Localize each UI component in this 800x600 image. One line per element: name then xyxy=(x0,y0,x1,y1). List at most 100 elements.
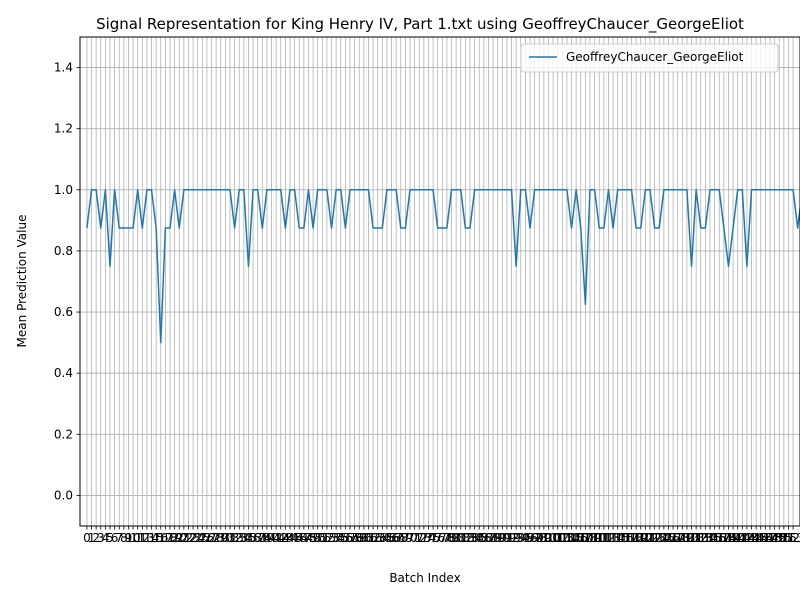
x-tick-label: 81 xyxy=(453,531,468,545)
x-tick-label: 8 xyxy=(120,531,128,545)
data-point xyxy=(354,189,356,191)
x-tick-label: 148 xyxy=(759,531,782,545)
x-tick-label: 43 xyxy=(278,531,293,545)
x-tick-label: 46 xyxy=(292,531,307,545)
x-tick-label: 96 xyxy=(522,531,537,545)
data-point xyxy=(737,189,739,191)
data-point xyxy=(382,227,384,229)
data-point xyxy=(603,227,605,229)
x-tick-label: 76 xyxy=(430,531,445,545)
x-tick-label: 85 xyxy=(472,531,487,545)
x-tick-label: 6 xyxy=(111,531,119,545)
x-tick-label: 109 xyxy=(579,531,602,545)
data-point xyxy=(368,189,370,191)
data-point xyxy=(788,189,790,191)
x-tick-label: 110 xyxy=(583,531,606,545)
data-point xyxy=(146,189,148,191)
x-tick-label: 54 xyxy=(329,531,344,545)
x-tick-label: 71 xyxy=(407,531,422,545)
x-tick-label: 121 xyxy=(634,531,657,545)
x-tick-label: 91 xyxy=(499,531,514,545)
x-tick-label: 58 xyxy=(347,531,362,545)
x-tick-label: 145 xyxy=(745,531,768,545)
data-point xyxy=(248,265,250,267)
x-tick-label: 144 xyxy=(740,531,763,545)
x-tick-label: 93 xyxy=(509,531,524,545)
data-point xyxy=(525,189,527,191)
x-tick-label: 127 xyxy=(662,531,685,545)
data-point xyxy=(215,189,217,191)
x-gridlines xyxy=(86,37,794,526)
data-point xyxy=(442,227,444,229)
data-point xyxy=(128,227,130,229)
x-tick-label: 11 xyxy=(130,531,145,545)
x-tick-label: 50 xyxy=(310,531,325,545)
data-point xyxy=(774,189,776,191)
x-tick-label: 34 xyxy=(236,531,251,545)
data-point xyxy=(691,265,693,267)
x-tick-label: 119 xyxy=(625,531,648,545)
data-point xyxy=(303,227,305,229)
data-point xyxy=(105,189,107,191)
data-point xyxy=(178,227,180,229)
x-tick-label: 20 xyxy=(172,531,187,545)
data-point xyxy=(668,189,670,191)
data-point xyxy=(640,227,642,229)
data-point xyxy=(317,189,319,191)
y-axis: 0.0 0.2 0.4 0.6 0.8 1.0 1.2 1.4 xyxy=(54,61,80,502)
x-tick-label: 118 xyxy=(620,531,643,545)
x-tick-label: 67 xyxy=(389,531,404,545)
data-point xyxy=(174,189,176,191)
data-point xyxy=(238,189,240,191)
data-point xyxy=(622,189,624,191)
data-point xyxy=(589,189,591,191)
x-tick-label: 130 xyxy=(675,531,698,545)
x-tick-label: 55 xyxy=(333,531,348,545)
data-point xyxy=(165,227,167,229)
data-point xyxy=(765,189,767,191)
x-tick-label: 137 xyxy=(708,531,731,545)
data-point xyxy=(585,304,587,306)
x-tick-label: 146 xyxy=(749,531,772,545)
data-point xyxy=(308,189,310,191)
x-tick-label: 28 xyxy=(209,531,224,545)
data-point xyxy=(769,189,771,191)
data-point xyxy=(520,189,522,191)
x-tick-label: 149 xyxy=(763,531,786,545)
data-point xyxy=(483,189,485,191)
data-point xyxy=(760,189,762,191)
data-point xyxy=(797,227,799,229)
x-tick-label: 102 xyxy=(546,531,569,545)
data-point xyxy=(792,189,794,191)
data-point xyxy=(718,189,720,191)
data-point xyxy=(252,189,254,191)
x-tick-label: 2 xyxy=(92,531,100,545)
x-tick-label: 120 xyxy=(629,531,652,545)
x-tick-label: 24 xyxy=(190,531,205,545)
x-tick-label: 29 xyxy=(213,531,228,545)
data-point xyxy=(635,227,637,229)
data-point xyxy=(326,189,328,191)
data-point xyxy=(202,189,204,191)
data-point xyxy=(488,189,490,191)
data-point xyxy=(197,189,199,191)
data-point xyxy=(534,189,536,191)
data-point xyxy=(645,189,647,191)
data-point xyxy=(437,227,439,229)
x-tick-label: 31 xyxy=(222,531,237,545)
x-tick-label: 61 xyxy=(361,531,376,545)
series-layer xyxy=(86,189,800,344)
x-tick-label: 1 xyxy=(88,531,96,545)
data-point xyxy=(386,189,388,191)
x-tick-label: 63 xyxy=(370,531,385,545)
x-tick-label: 139 xyxy=(717,531,740,545)
data-point xyxy=(86,227,88,229)
y-tick-label: 0.6 xyxy=(54,305,73,319)
x-tick-label: 9 xyxy=(125,531,133,545)
x-tick-label: 69 xyxy=(398,531,413,545)
x-tick-label: 25 xyxy=(195,531,210,545)
x-tick-label: 107 xyxy=(569,531,592,545)
x-tick-label: 30 xyxy=(218,531,233,545)
x-tick-label: 77 xyxy=(435,531,450,545)
y-tick-label: 0.4 xyxy=(54,366,73,380)
